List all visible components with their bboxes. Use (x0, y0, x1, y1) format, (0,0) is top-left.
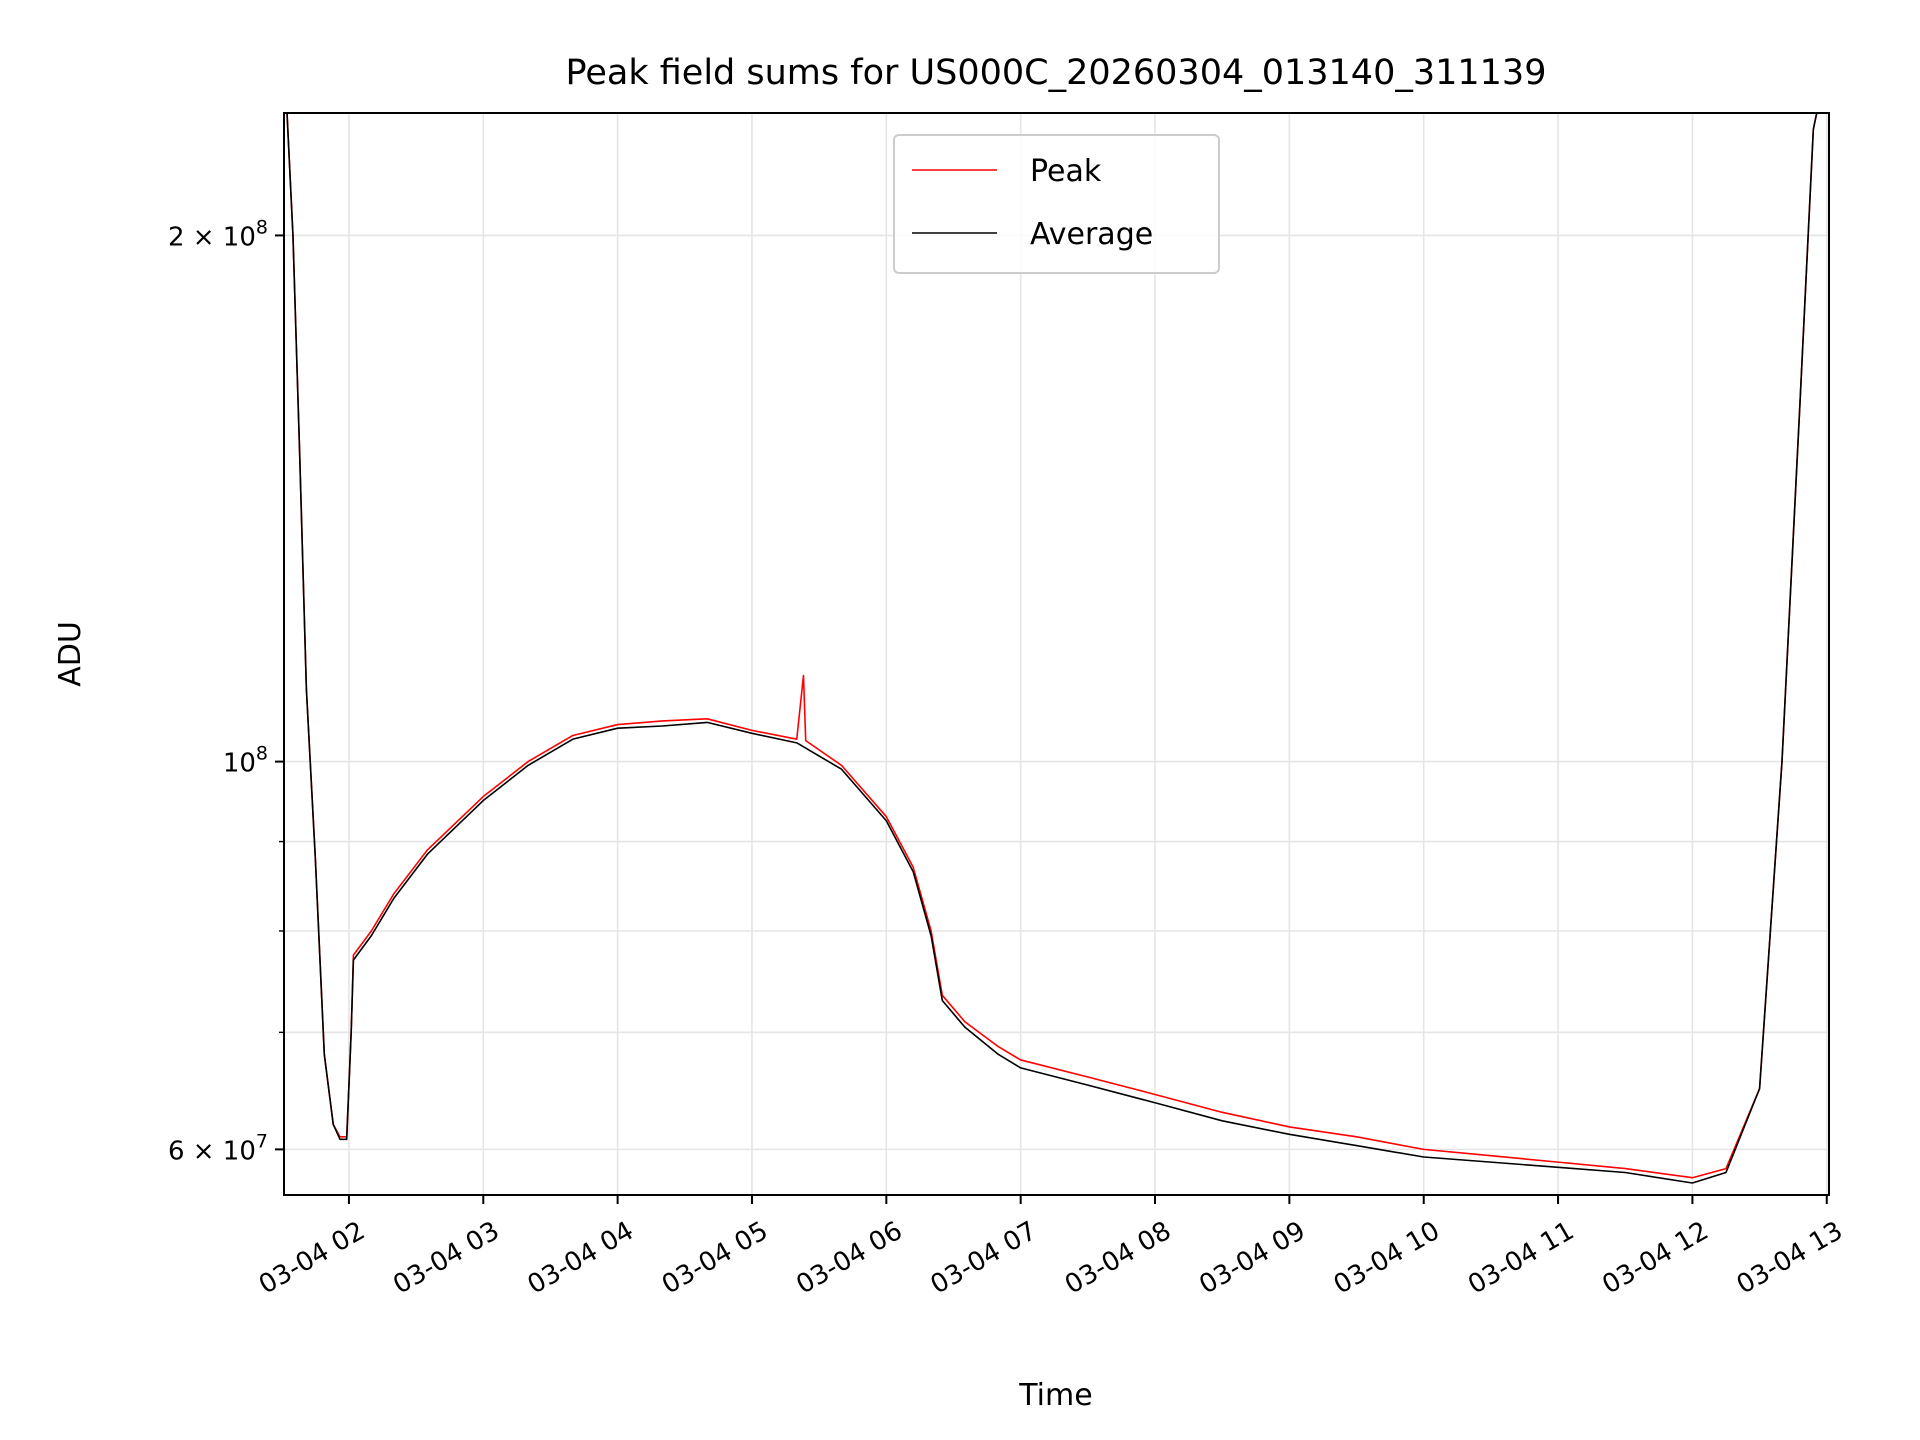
x-axis-label: Time (1018, 1378, 1092, 1413)
y-tick-label: 2 × 108 (168, 216, 268, 252)
legend-label-peak: Peak (1030, 154, 1102, 189)
series-line-peak (286, 113, 1818, 1179)
y-tick-label: 108 (223, 743, 268, 779)
grid (284, 113, 1829, 1195)
series-group (286, 113, 1818, 1184)
y-axis-label: ADU (53, 621, 88, 687)
legend-label-average: Average (1030, 217, 1153, 252)
series-line-average (286, 113, 1818, 1184)
plot-frame (283, 112, 1830, 1196)
legend: Peak Average (893, 134, 1220, 274)
chart-title: Peak field sums for US000C_20260304_0131… (566, 53, 1547, 93)
y-axis-ticks: 2 × 108 108 6 × 107 (168, 216, 284, 1166)
y-tick-label: 6 × 107 (168, 1130, 268, 1166)
